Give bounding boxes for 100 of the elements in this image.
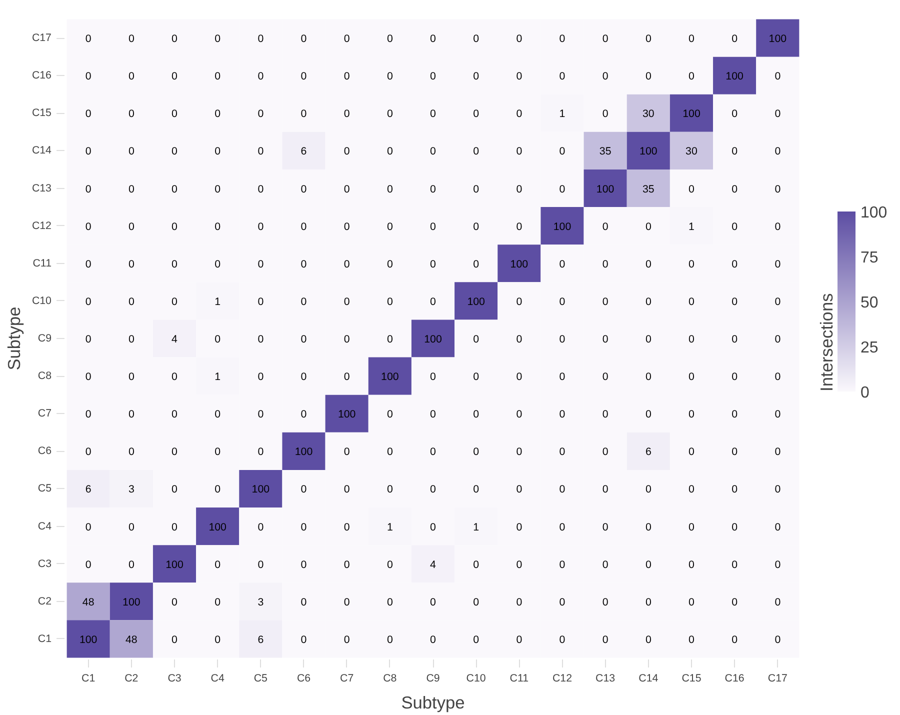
data-label: 0 — [473, 108, 480, 120]
data-label: 0 — [516, 334, 522, 346]
data-label: 0 — [688, 371, 695, 384]
data-label: 0 — [128, 558, 134, 571]
data-label: 0 — [602, 220, 608, 233]
data-label: 0 — [645, 220, 652, 233]
data-label: 0 — [344, 446, 350, 458]
x-tick-label: C2 — [124, 672, 138, 684]
data-label: 0 — [645, 296, 652, 308]
data-label: 100 — [252, 484, 270, 496]
data-label: 0 — [688, 484, 695, 496]
data-label: 0 — [688, 408, 695, 421]
data-label: 0 — [602, 558, 608, 571]
data-label: 0 — [645, 70, 652, 83]
data-label: 0 — [344, 521, 350, 534]
data-label: 100 — [166, 558, 184, 571]
x-tick-label: C4 — [210, 672, 224, 684]
data-label: 100 — [768, 33, 787, 46]
data-label: 0 — [516, 70, 522, 83]
x-tick-label: C8 — [383, 672, 397, 684]
data-label: 0 — [473, 70, 480, 83]
data-label: 0 — [516, 408, 522, 421]
data-label: 0 — [559, 258, 566, 270]
data-label: 0 — [386, 146, 393, 158]
data-label: 0 — [85, 146, 92, 158]
data-label: 0 — [774, 521, 781, 534]
data-label: 0 — [516, 220, 522, 233]
data-label: 0 — [732, 408, 738, 421]
data-label: 0 — [172, 371, 178, 384]
data-label: 0 — [128, 446, 134, 458]
data-label: 0 — [774, 371, 781, 384]
x-tick-label: C11 — [510, 672, 529, 684]
y-tick-label: C11 — [32, 257, 52, 270]
data-label: 0 — [128, 296, 134, 308]
data-label: 0 — [344, 70, 350, 83]
data-label: 0 — [645, 371, 652, 384]
y-tick-label: C17 — [32, 32, 52, 44]
data-label: 100 — [208, 521, 227, 534]
data-label: 0 — [473, 446, 480, 458]
data-label: 0 — [386, 296, 393, 308]
x-tick-label: C16 — [724, 672, 744, 684]
data-label: 0 — [602, 296, 608, 308]
data-label: 100 — [682, 108, 700, 120]
data-label: 0 — [344, 296, 350, 308]
x-tick-label: C12 — [552, 672, 572, 684]
data-label: 100 — [640, 146, 658, 158]
data-label: 0 — [258, 296, 264, 308]
data-label: 0 — [300, 634, 307, 646]
data-label: 0 — [473, 596, 480, 608]
data-label: 0 — [430, 408, 436, 421]
data-label: 100 — [79, 634, 98, 646]
data-label: 0 — [214, 408, 221, 421]
data-label: 0 — [85, 334, 92, 346]
data-label: 0 — [645, 484, 652, 496]
data-label: 0 — [774, 446, 781, 458]
y-tick-label: C4 — [38, 520, 52, 532]
data-label: 0 — [344, 146, 350, 158]
data-label: 0 — [128, 108, 134, 120]
data-label: 0 — [732, 108, 738, 120]
x-tick-label: C17 — [768, 672, 788, 684]
data-label: 0 — [473, 258, 480, 270]
data-label: 0 — [430, 446, 436, 458]
data-label: 0 — [732, 446, 738, 458]
y-tick-label: C2 — [38, 595, 52, 608]
data-label: 0 — [214, 558, 221, 571]
data-label: 0 — [386, 334, 393, 346]
data-label: 0 — [300, 484, 307, 496]
data-label: 0 — [516, 596, 522, 608]
x-tick-label: C10 — [466, 672, 486, 684]
data-label: 0 — [128, 371, 134, 384]
data-label: 0 — [559, 596, 566, 608]
data-label: 0 — [85, 183, 92, 196]
data-label: 0 — [430, 70, 436, 83]
data-label: 0 — [430, 258, 436, 270]
data-label: 0 — [386, 220, 393, 233]
data-label: 0 — [172, 70, 178, 83]
y-tick-label: C10 — [32, 294, 52, 307]
data-label: 0 — [214, 220, 221, 233]
data-label: 0 — [85, 408, 92, 421]
data-label: 0 — [344, 258, 350, 270]
data-label: 100 — [338, 408, 356, 421]
y-tick-label: C1 — [38, 632, 52, 645]
data-label: 0 — [85, 446, 92, 458]
data-label: 0 — [430, 220, 436, 233]
data-label: 0 — [732, 296, 738, 308]
data-label: 0 — [430, 521, 436, 534]
data-label: 0 — [473, 220, 480, 233]
data-label: 0 — [214, 484, 221, 496]
x-tick-label: C3 — [168, 672, 182, 684]
data-label: 48 — [82, 596, 94, 608]
data-label: 0 — [559, 408, 566, 421]
data-label: 0 — [602, 33, 608, 46]
color-bar-label: 50 — [860, 294, 878, 312]
data-label: 0 — [774, 70, 781, 83]
data-label: 0 — [774, 258, 781, 270]
data-label: 0 — [688, 183, 695, 196]
data-label: 0 — [559, 334, 566, 346]
data-label: 0 — [128, 183, 134, 196]
data-label: 0 — [602, 484, 608, 496]
data-label: 100 — [381, 371, 399, 384]
